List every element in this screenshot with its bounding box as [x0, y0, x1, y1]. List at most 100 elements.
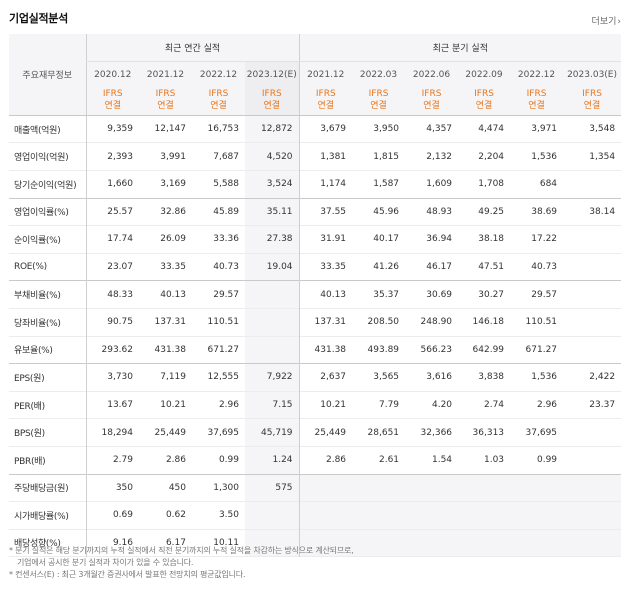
row-label: 배당성향(%) [14, 539, 61, 550]
table-cell [563, 446, 621, 474]
row-label: PER(배) [14, 401, 45, 412]
row-label: BPS(원) [14, 429, 45, 440]
table-cell: 31.91 [298, 225, 353, 254]
table-cell: 17.22 [531, 234, 558, 245]
table-cell: 450 [168, 482, 186, 493]
table-cell [563, 474, 622, 502]
table-cell: 32.86 [160, 206, 186, 217]
section-title: 기업실적분석 [9, 12, 68, 25]
table-cell: 19.04 [245, 253, 300, 281]
table-cell [352, 501, 406, 530]
table-cell: 9,359 [85, 115, 139, 143]
table-cell: 35.37 [373, 289, 400, 300]
table-cell [563, 226, 621, 254]
table-cell: 12,555 [207, 372, 240, 383]
table-row: BPS(원) 18,294 25,449 37,695 45,719 25,449 28,6… [9, 418, 622, 447]
table-cell: 293.62 [85, 336, 139, 364]
table-cell: 49.25 [478, 206, 505, 217]
table-cell: 90.75 [85, 308, 139, 337]
table-cell: 48.33 [85, 280, 139, 309]
table-cell [510, 529, 564, 557]
table-cell: 40.17 [373, 234, 400, 245]
table-cell: 10.21 [160, 400, 186, 411]
table-cell: 0.99 [218, 455, 239, 466]
footnote-1-cont: 기업에서 공시한 분기 실적과 차이가 있을 수 있습니다. [17, 558, 194, 567]
consolidated-label: 연결 [528, 101, 545, 112]
table-cell: 40.73 [213, 262, 239, 273]
row-label: 주당배당금(원) [14, 484, 69, 495]
table-cell: 110.51 [207, 317, 240, 328]
table-cell: 3.50 [218, 510, 239, 521]
row-label: 순이익률(%) [14, 235, 61, 246]
table-cell: 6.17 [165, 537, 186, 548]
ifrs-label: IFRS [368, 89, 389, 100]
table-cell: 7,687 [213, 151, 239, 162]
table-cell: 2,422 [589, 372, 616, 383]
table-row: PER(배) 13.67 10.21 2.96 7.15 10.21 7.79 4.20 2.7… [9, 391, 622, 419]
table-cell: 40.73 [531, 262, 558, 273]
table-cell: 4.20 [431, 400, 453, 411]
table-cell: 575 [245, 474, 300, 502]
period-header: 2023.03(E) [563, 61, 622, 89]
table-cell: 1.24 [245, 446, 300, 474]
period-header: 2022.09 [458, 61, 511, 89]
accounting-standard: IFRS 연결 [458, 88, 511, 116]
table-cell [563, 308, 621, 336]
table-cell: 7,119 [160, 372, 186, 383]
footnote-1: * 분기 실적은 해당 분기까지의 누적 실적에서 직전 분기까지의 누적 실적… [9, 546, 354, 555]
table-cell: 38.14 [589, 206, 616, 217]
table-cell: 137.31 [154, 317, 187, 328]
table-cell: 3,950 [373, 124, 400, 135]
table-cell: 48.93 [426, 206, 453, 217]
table-cell [563, 336, 621, 364]
table-cell: 2,393 [85, 142, 139, 171]
row-label: 매출액(억원) [14, 125, 61, 136]
table-cell: 431.38 [298, 336, 353, 364]
table-cell [352, 474, 406, 502]
table-cell: 40.13 [160, 289, 186, 300]
table-cell: 45.89 [213, 206, 239, 217]
table-cell: 3,730 [85, 363, 139, 392]
table-cell [458, 529, 511, 557]
table-cell: 1,300 [213, 482, 239, 493]
table-cell: 9.16 [85, 529, 139, 557]
table-cell [458, 501, 511, 530]
table-cell: 7,922 [245, 363, 300, 392]
table-row: 당좌비율(%) 90.75 137.31 110.51 137.31 208.50 248.… [9, 308, 622, 337]
table-cell: 0.99 [536, 455, 558, 466]
consolidated-label: 연결 [370, 101, 387, 112]
table-cell: 33.35 [160, 262, 186, 273]
table-cell: 12,872 [245, 115, 300, 143]
table-cell: 1,815 [373, 151, 400, 162]
accounting-standard: IFRS 연결 [298, 88, 353, 116]
table-row: 순이익률(%) 17.74 26.09 33.36 27.38 31.91 40.17 36.… [9, 225, 622, 254]
table-cell: 4,520 [245, 142, 300, 171]
table-cell: 37,695 [207, 427, 240, 438]
table-cell: 26.09 [160, 234, 186, 245]
table-cell: 37.55 [298, 198, 353, 226]
consolidated-label: 연결 [210, 101, 227, 112]
table-cell: 47.51 [478, 262, 505, 273]
table-cell: 18,294 [85, 418, 139, 447]
table-cell: 30.69 [426, 289, 453, 300]
period-header: 2021.12 [298, 61, 353, 89]
table-cell: 493.89 [367, 344, 400, 355]
row-label: ROE(%) [14, 262, 47, 273]
period-header: 2022.12 [192, 61, 245, 89]
table-cell: 27.38 [245, 225, 300, 254]
table-cell: 3,971 [531, 124, 558, 135]
table-cell [405, 501, 459, 530]
chevron-right-icon: › [617, 17, 621, 27]
row-label: PBR(배) [14, 456, 46, 467]
period-header: 2022.12 [510, 61, 564, 89]
table-cell: 38.18 [478, 234, 505, 245]
footnote-2: * 컨센서스(E) : 최근 3개월간 증권사에서 발표한 전망치의 평균값입니… [9, 570, 246, 579]
table-cell: 41.26 [373, 262, 400, 273]
table-cell: 16,753 [207, 124, 240, 135]
more-link[interactable]: 더보기› [592, 14, 621, 27]
table-cell [245, 280, 300, 309]
table-row: 영업이익(억원) 2,393 3,991 7,687 4,520 1,381 1,815 2,… [9, 142, 622, 171]
table-cell: 3,838 [478, 372, 505, 383]
accounting-standard: IFRS 연결 [563, 88, 622, 116]
table-cell: 110.51 [525, 317, 558, 328]
